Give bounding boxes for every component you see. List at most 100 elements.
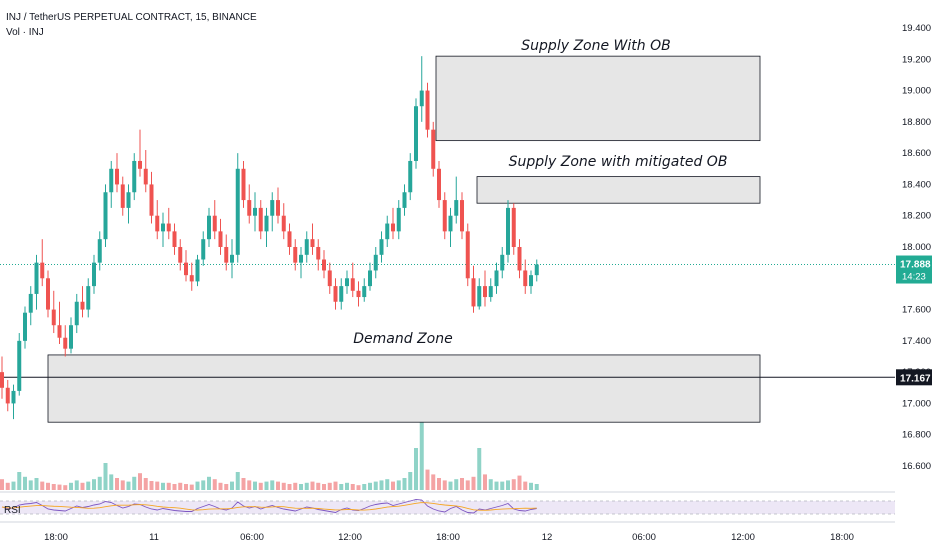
candle-body xyxy=(350,278,355,291)
candle-body xyxy=(258,207,263,232)
volume-bar xyxy=(391,481,395,490)
volume-bar xyxy=(442,480,447,490)
candle-body xyxy=(454,200,459,216)
candle-body xyxy=(247,200,252,216)
volume-bar xyxy=(345,482,349,490)
current-price-label: 17.888 xyxy=(900,260,931,271)
volume-bar xyxy=(258,482,263,490)
volume-bar xyxy=(74,480,79,490)
candle-body xyxy=(494,270,499,287)
candle-body xyxy=(28,293,33,313)
candle-body xyxy=(51,309,56,326)
volume-bar xyxy=(253,481,257,490)
candle-body xyxy=(425,90,430,130)
volume-bar xyxy=(195,481,200,490)
volume-bar xyxy=(80,482,85,490)
countdown-label: 14:23 xyxy=(902,272,926,283)
candle-body xyxy=(195,259,200,282)
line-price-badge xyxy=(896,369,932,386)
volume-bar xyxy=(523,481,528,490)
volume-bar xyxy=(166,482,171,490)
volume-bar xyxy=(0,479,4,490)
y-tick-label: 19.000 xyxy=(902,86,931,97)
candle-body xyxy=(172,231,177,247)
volume-bar xyxy=(63,485,68,490)
volume-bar xyxy=(138,473,142,490)
candle-body xyxy=(362,286,367,298)
volume-bar xyxy=(178,482,183,490)
volume-bar xyxy=(350,484,355,490)
candle-body xyxy=(500,254,505,271)
volume-bar xyxy=(431,474,436,490)
axes: 19.400 19.200 19.000 18.800 18.600 18.400 18.2… xyxy=(44,23,932,543)
volume-bar xyxy=(316,482,321,490)
candle-body xyxy=(345,278,349,287)
volume-bar xyxy=(454,479,459,490)
candle-body xyxy=(80,301,85,310)
candle-body xyxy=(437,168,441,201)
candle-body xyxy=(218,231,223,247)
candle-body xyxy=(287,231,292,247)
candle-body xyxy=(385,223,390,240)
candle-body xyxy=(201,239,206,260)
volume-bar xyxy=(339,484,344,490)
candle-body xyxy=(138,160,142,169)
volume-bar xyxy=(126,481,131,490)
candle-body xyxy=(97,239,102,263)
candle-body xyxy=(419,90,424,107)
volume-bar xyxy=(161,482,165,490)
volume-bar xyxy=(460,478,464,490)
candle-body xyxy=(293,247,298,263)
volume-bar xyxy=(23,476,27,490)
volume-bar xyxy=(529,482,533,490)
candle-body xyxy=(40,262,45,279)
volume-bar xyxy=(281,482,286,490)
zone-label: Demand Zone xyxy=(353,331,452,347)
candle-body xyxy=(224,247,229,263)
candle-body xyxy=(189,275,194,282)
volume-bar xyxy=(362,484,367,490)
volume-bar xyxy=(51,484,56,490)
candle-body xyxy=(103,192,108,240)
volume-bar xyxy=(293,482,298,490)
candle-body xyxy=(69,325,73,349)
candle-body xyxy=(86,286,91,310)
volume-bar xyxy=(218,482,223,490)
volume-bar xyxy=(92,479,96,490)
volume-bar xyxy=(40,481,45,490)
y-tick-label: 19.200 xyxy=(902,54,931,65)
y-tick-label: 18.600 xyxy=(902,148,931,159)
candle-body xyxy=(207,215,211,240)
volume-bar xyxy=(356,485,361,490)
zone-box xyxy=(435,55,761,142)
candle-body xyxy=(92,262,96,287)
candle-body xyxy=(34,262,39,294)
candle-body xyxy=(471,278,476,307)
candle-body xyxy=(126,192,131,208)
x-tick-label: 18:00 xyxy=(44,532,68,543)
volume-bar xyxy=(28,480,33,490)
y-tick-label: 18.400 xyxy=(902,179,931,190)
candle-body xyxy=(235,168,240,255)
candle-body xyxy=(299,254,303,263)
candle-body xyxy=(57,325,62,338)
rsi-pane: RSI xyxy=(0,491,895,523)
volume-bar xyxy=(477,448,482,490)
volume-bar xyxy=(402,478,407,490)
candle-body xyxy=(379,239,384,255)
volume-bar xyxy=(327,482,332,490)
chart-title: INJ / TetherUS PERPETUAL CONTRACT, 15, B… xyxy=(6,12,257,23)
candle-body xyxy=(448,215,453,232)
candle-body xyxy=(241,168,246,201)
candle-body xyxy=(488,286,493,298)
candle-body xyxy=(373,254,378,271)
volume-bar xyxy=(396,480,401,490)
candle-body xyxy=(23,312,27,341)
volume-bar xyxy=(368,482,372,490)
volume-bar xyxy=(494,481,499,490)
volume-bar xyxy=(264,481,269,490)
volume-bar xyxy=(34,478,39,490)
volume-bar xyxy=(299,484,303,490)
candle-body xyxy=(483,286,487,298)
